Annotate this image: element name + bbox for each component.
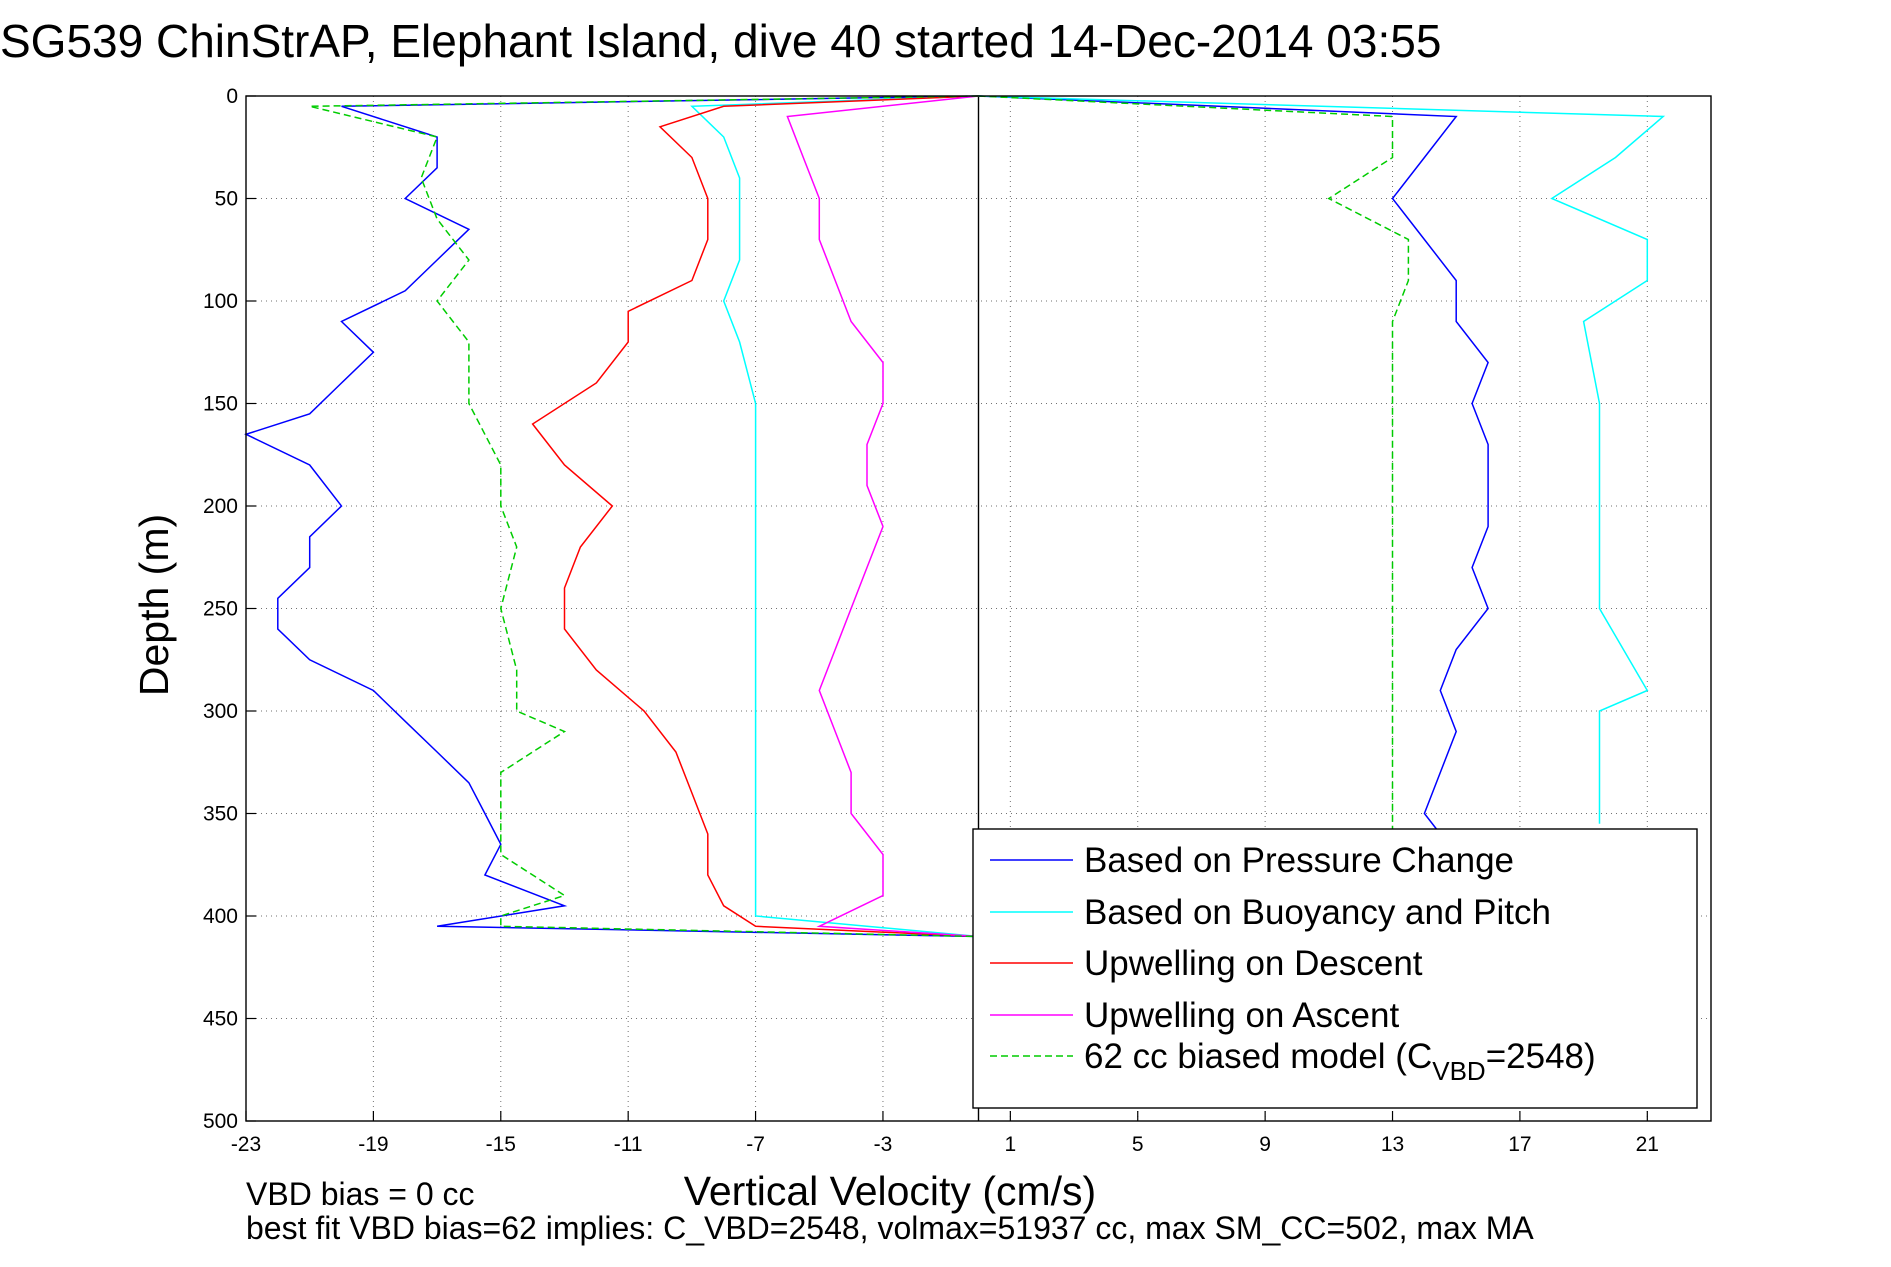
series-line-3 [531,95,979,938]
x-tick-label: -15 [486,1133,516,1156]
x-axis-label: Vertical Velocity (cm/s) [684,1168,1096,1214]
footnote-vbd-bias: VBD bias = 0 cc [246,1176,475,1212]
legend-label-2: Based on Buoyancy and Pitch [1084,893,1551,932]
series-line-2 [690,95,979,938]
x-tick-label: 21 [1636,1133,1659,1156]
series-line-4 [786,95,979,938]
legend-label-prefix: 62 cc biased model (C [1084,1037,1432,1076]
y-tick-label: 400 [203,905,238,928]
y-tick-label: 300 [203,700,238,723]
legend-label-4: Upwelling on Ascent [1084,996,1399,1035]
y-tick-label: 50 [215,188,238,211]
x-tick-label: 13 [1381,1133,1404,1156]
x-tick-label: -11 [614,1133,643,1156]
legend-box [972,828,1698,1109]
legend-label-1: Based on Pressure Change [1084,841,1514,880]
legend-label-suffix: =2548) [1486,1037,1596,1076]
y-tick-label: 200 [203,495,238,518]
tick-layer: -23 -19 -15 -11 -7 -3 1 5 9 13 17 21 0 50 100 150 200 250… [203,85,1659,1156]
y-tick-label: 250 [203,598,238,621]
x-tick-label: -3 [874,1133,893,1156]
x-tick-label: -23 [231,1133,261,1156]
x-tick-label: 5 [1132,1133,1144,1156]
x-tick-label: -7 [746,1133,765,1156]
legend-label-3: Upwelling on Descent [1084,944,1423,983]
series-line-7 [978,95,1666,824]
series-line-1 [243,95,979,938]
y-tick-label: 150 [203,393,238,416]
legend: Based on Pressure Change Based on Buoyanc… [972,828,1698,1109]
y-tick-label: 100 [203,290,238,313]
legend-label-subscript: VBD [1432,1056,1485,1086]
series-line-8 [978,95,1410,834]
footnote-best-fit: best fit VBD bias=62 implies: C_VBD=2548… [246,1210,1534,1246]
y-tick-label: 450 [203,1008,238,1031]
y-tick-label: 0 [226,85,238,108]
x-tick-label: -19 [358,1133,388,1156]
x-tick-label: 9 [1259,1133,1271,1156]
series-layer [243,95,1666,938]
series-line-5 [309,95,979,938]
y-tick-label: 350 [203,803,238,826]
chart-title: SG539 ChinStrAP, Elephant Island, dive 4… [0,15,1441,67]
y-tick-label: 500 [203,1110,238,1133]
x-tick-label: 1 [1005,1133,1017,1156]
x-tick-label: 17 [1508,1133,1531,1156]
legend-label-5: 62 cc biased model (CVBD=2548) [1084,1037,1596,1086]
y-axis-label: Depth (m) [131,514,177,696]
series-line-6 [978,95,1489,835]
